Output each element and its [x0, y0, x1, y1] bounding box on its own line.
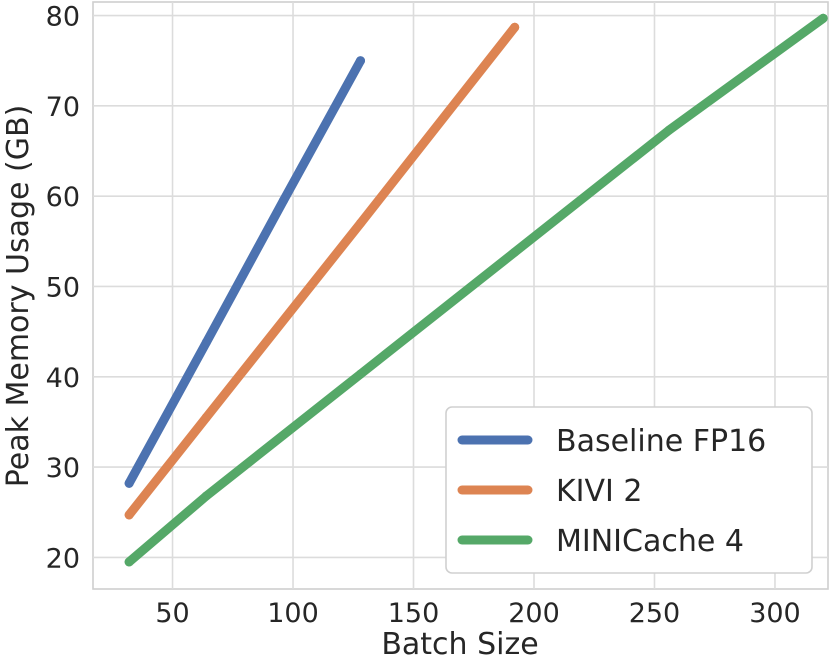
legend-marker-minicache-4	[490, 535, 500, 545]
y-tick-label: 40	[46, 363, 80, 394]
legend-label-kivi-2: KIVI 2	[556, 474, 643, 509]
y-tick-labels: 20 30 40 50 60 70 80	[46, 2, 80, 575]
x-tick-label: 300	[749, 598, 801, 629]
legend-box	[445, 406, 813, 574]
data-point-baseline-fp16	[278, 196, 288, 206]
x-tick-label: 200	[508, 598, 560, 629]
x-tick-label: 100	[267, 598, 319, 629]
y-tick-label: 50	[46, 272, 80, 303]
data-point-minicache-4	[124, 557, 134, 567]
x-tick-label: 250	[629, 598, 681, 629]
data-point-minicache-4	[355, 369, 365, 379]
data-point-minicache-4	[818, 13, 828, 23]
x-tick-label: 50	[155, 598, 189, 629]
series-line-baseline-fp16	[124, 56, 365, 488]
legend: Baseline FP16 KIVI 2 MINICache 4	[445, 406, 813, 574]
x-tick-labels: 50 100 150 200 250 300	[155, 598, 800, 629]
series-line-minicache-4	[124, 13, 828, 567]
series-line-kivi-2	[124, 22, 520, 520]
series-layer	[124, 13, 828, 567]
y-axis-label: Peak Memory Usage (GB)	[1, 105, 36, 488]
legend-label-baseline-fp16: Baseline FP16	[556, 424, 766, 459]
data-point-minicache-4	[201, 491, 211, 501]
legend-marker-baseline-fp16	[490, 435, 500, 445]
y-tick-label: 70	[46, 92, 80, 123]
y-tick-label: 30	[46, 453, 80, 484]
x-axis-label: Batch Size	[381, 627, 538, 662]
data-point-baseline-fp16	[201, 337, 211, 347]
data-point-kivi-2	[124, 510, 134, 520]
data-point-baseline-fp16	[355, 56, 365, 66]
data-point-baseline-fp16	[124, 478, 134, 488]
x-tick-label: 150	[388, 598, 440, 629]
y-tick-label: 60	[46, 182, 80, 213]
legend-marker-kivi-2	[490, 485, 500, 495]
data-point-kivi-2	[355, 218, 365, 228]
data-point-kivi-2	[510, 22, 520, 32]
data-point-kivi-2	[201, 412, 211, 422]
data-point-minicache-4	[664, 125, 674, 135]
legend-label-minicache-4: MINICache 4	[556, 524, 744, 559]
y-tick-label: 80	[46, 2, 80, 33]
data-point-minicache-4	[510, 247, 520, 257]
y-tick-label: 20	[46, 543, 80, 574]
